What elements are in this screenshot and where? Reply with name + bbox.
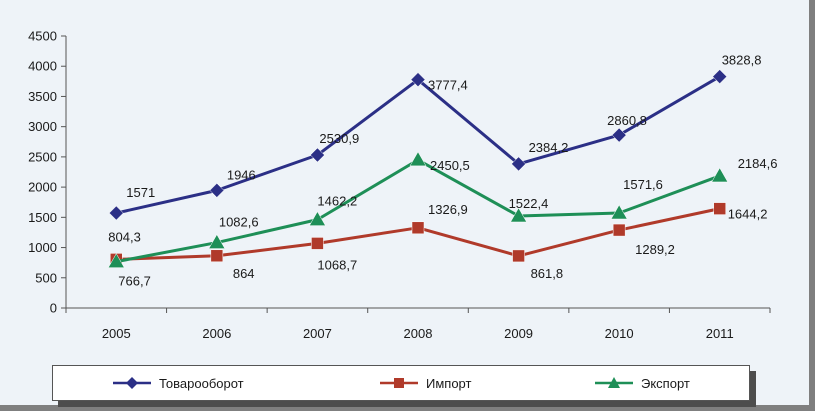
x-tick-label: 2006 [202, 326, 231, 341]
series-line-export [116, 158, 721, 264]
data-label-export: 1522,4 [509, 196, 549, 211]
point-import [411, 221, 425, 235]
data-label-import: 804,3 [108, 229, 141, 244]
point-import [612, 223, 626, 237]
series-layer [107, 69, 729, 268]
point-export [610, 204, 628, 220]
series-line-turnover [115, 75, 721, 215]
point-turnover [712, 69, 728, 84]
data-label-import: 1644,2 [728, 207, 768, 222]
x-tick-label: 2005 [102, 326, 131, 341]
axes: 0 500 1000 1500 2000 2500 3000 3500 4000 4500 2005… [28, 29, 771, 341]
legend-swatch-export [595, 377, 633, 388]
legend-label-turnover: Товарооборот [159, 375, 244, 391]
point-export [308, 211, 326, 226]
y-tick-label: 500 [35, 270, 57, 285]
y-tick-label: 4500 [28, 29, 57, 44]
data-label-export: 2184,6 [738, 156, 778, 171]
data-label-import: 1326,9 [428, 202, 468, 217]
x-tick-label: 2010 [605, 326, 634, 341]
point-export [711, 167, 729, 183]
data-label-turnover: 2530,9 [319, 131, 359, 146]
data-label-export: 1462,2 [317, 194, 357, 209]
x-tick-label: 2007 [303, 326, 332, 341]
data-label-turnover: 3777,4 [428, 78, 468, 93]
legend-item-import: Импорт [378, 374, 471, 392]
point-turnover [511, 156, 526, 172]
data-label-import: 864 [233, 266, 255, 281]
point-turnover [108, 205, 124, 221]
point-turnover [310, 147, 325, 163]
data-label-export: 1082,6 [219, 215, 259, 230]
point-turnover [209, 183, 225, 198]
y-tick-label: 1000 [28, 240, 57, 255]
data-labels: 1571 1946 2530,9 3777,4 2384,2 2860,8 3828,8 80… [108, 53, 777, 289]
y-tick-label: 3000 [28, 119, 57, 134]
legend-swatch-import [380, 378, 418, 388]
data-label-import: 1289,2 [635, 242, 675, 257]
point-turnover [611, 127, 627, 143]
x-tick-label: 2009 [504, 326, 533, 341]
point-import [512, 249, 525, 263]
legend-item-turnover: Товарооборот [111, 374, 244, 392]
y-tick-label: 3500 [28, 89, 57, 104]
data-label-export: 1571,6 [623, 177, 663, 192]
y-tick-label: 2000 [28, 180, 57, 195]
point-import [210, 249, 224, 263]
y-tick-label: 2500 [28, 149, 57, 164]
data-label-import: 1068,7 [317, 257, 357, 272]
data-label-export: 766,7 [118, 274, 151, 289]
legend: Товарооборот Импорт Экспорт [52, 365, 750, 401]
legend-item-export: Экспорт [593, 374, 690, 392]
y-tick-label: 1500 [28, 210, 57, 225]
y-tick-label: 4000 [28, 59, 57, 74]
line-chart: 0 500 1000 1500 2000 2500 3000 3500 4000 4500 2005… [28, 29, 777, 342]
point-export [510, 207, 528, 223]
x-tick-label: 2011 [706, 326, 734, 341]
point-export [208, 234, 226, 249]
point-import [311, 237, 324, 250]
y-tick-label: 0 [50, 301, 57, 316]
point-export [409, 151, 427, 167]
legend-label-export: Экспорт [641, 375, 690, 391]
legend-label-import: Импорт [426, 375, 472, 391]
point-turnover [410, 72, 426, 88]
x-tick-label: 2008 [404, 326, 433, 341]
data-label-turnover: 2384,2 [529, 140, 569, 155]
point-import [713, 202, 726, 215]
legend-swatch-turnover [113, 377, 151, 389]
data-label-turnover: 2860,8 [607, 113, 647, 128]
data-label-import: 861,8 [531, 266, 564, 281]
data-label-turnover: 3828,8 [722, 53, 762, 68]
point-export [107, 253, 125, 268]
data-label-export: 2450,5 [430, 158, 470, 173]
data-label-turnover: 1571 [126, 185, 155, 200]
data-label-turnover: 1946 [227, 167, 256, 182]
